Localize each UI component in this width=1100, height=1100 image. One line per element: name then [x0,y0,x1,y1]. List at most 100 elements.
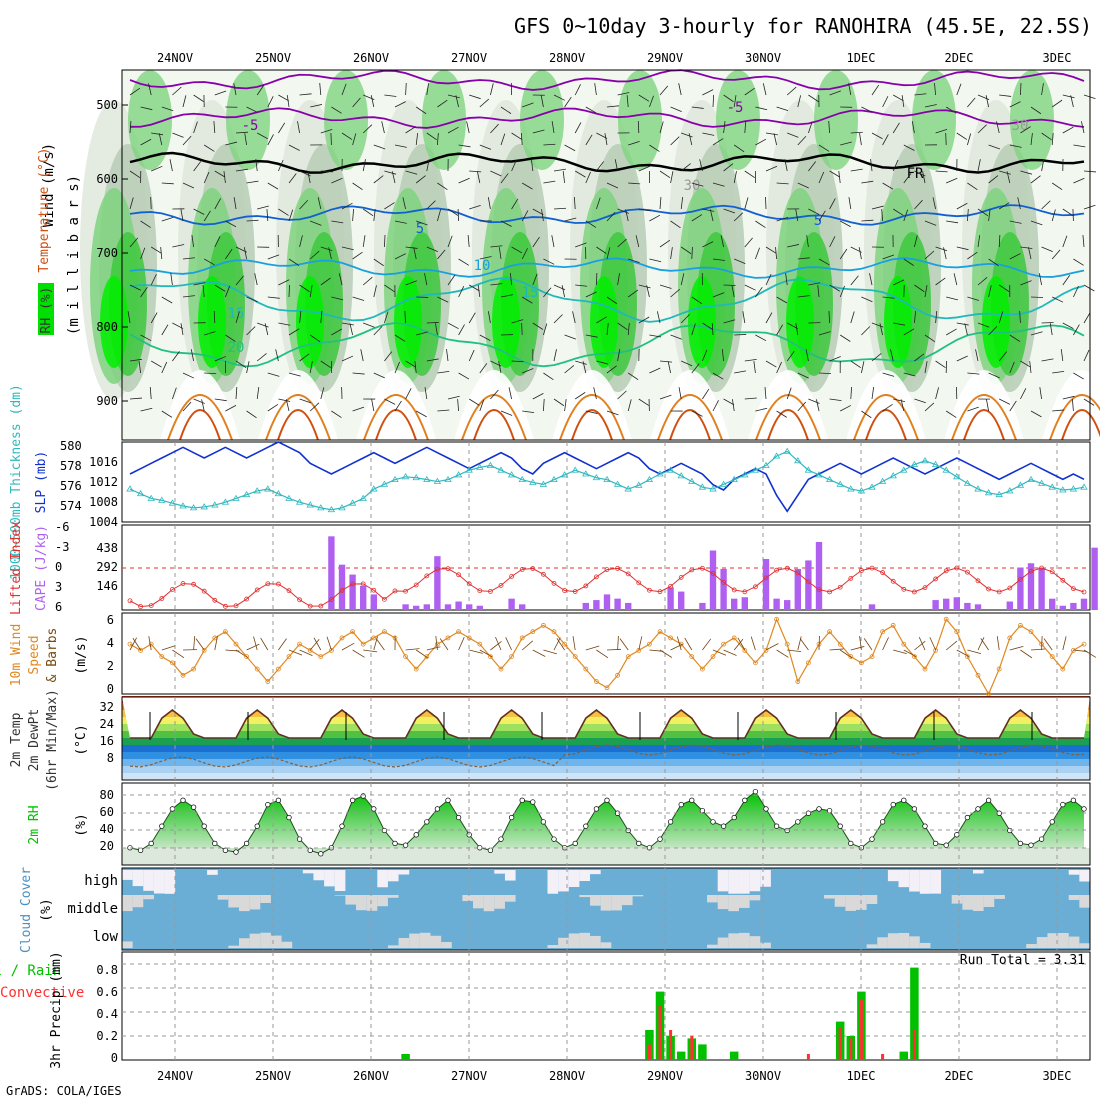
thickness-marker [921,457,929,464]
wind-barb [967,296,979,301]
cloud-low-clear [1047,933,1059,948]
temp-contour-25 [265,394,331,441]
wind-barb [935,277,946,286]
cape-bar [1017,567,1024,610]
wind-barb [659,284,672,289]
wind-barb [553,207,567,210]
wind-barb [946,296,958,301]
rh2m-marker [1060,801,1066,808]
wind-barb [649,95,654,108]
wind-speed-marker [127,641,133,647]
wind-barb [882,182,894,190]
wind-tick: 0 [107,682,114,696]
wind-speed-marker [275,666,281,672]
boundary-dome [748,370,828,440]
wind-barb [394,334,406,342]
thickness-marker [253,487,261,494]
wind-barb [786,387,792,400]
wind-barb [447,322,459,330]
wind-barb [808,94,819,102]
wind-barb [394,253,406,260]
wind-speed-marker [339,635,345,641]
wind-barb [935,360,946,369]
temp-contour-25 [1049,394,1100,441]
cloud-mid-clear [728,895,739,912]
wind-barb [479,363,488,374]
cape-tick: 146 [96,579,118,593]
temp-color-band [122,745,1090,752]
date-label-bottom: 1DEC [847,1069,876,1083]
lifted-index-marker [975,578,981,584]
lifted-index-marker [731,587,737,593]
wind-barb [299,353,310,362]
lifted-index-tick: 0 [55,560,62,574]
wind-speed-marker [837,641,843,647]
thickness-marker [931,460,940,467]
cloud-mid-clear [377,895,388,907]
wind-barb [341,83,347,96]
wind-barb-10m [375,638,385,651]
precip-convective-bar [669,1030,673,1060]
wind-barb [659,197,662,210]
cape-bar [338,564,346,610]
wind-barb [426,246,439,253]
wind-barb [148,83,152,96]
wind-barb-10m [596,649,609,659]
wind-barb-10m [148,636,152,651]
thickness-marker [571,466,579,473]
wind-speed-marker [784,641,790,647]
wind-barb-10m [797,636,802,651]
cloud-low-clear [558,937,569,948]
lifted-index-marker [233,603,239,609]
wind-barb [394,400,402,412]
lifted-index-marker [943,568,949,574]
wind-barb [744,358,757,362]
rh-contour-fill [618,70,662,170]
wind-barb [553,398,565,407]
temp-contour-30 [963,409,1005,441]
boundary-dome [160,370,240,440]
wind-barb [543,258,555,265]
wind-barb [828,310,830,324]
thickness-marker [242,490,251,498]
cape-bar [1038,567,1045,610]
wind-barb [415,175,426,184]
rh2m-marker [869,836,875,842]
wind-barb [977,124,987,134]
wind-barb [1030,220,1043,226]
wind-barb [733,144,745,153]
wind-barb [182,182,195,189]
wind-speed-marker [933,647,938,653]
date-label-bottom: 26NOV [353,1069,389,1083]
rh2m-marker [148,840,154,847]
wind-barb [702,241,714,248]
thickness-marker [1037,479,1046,486]
thickness-marker [677,472,685,479]
wind-barb [256,387,260,400]
wind-barb [341,132,353,140]
rh-contour-fill [814,70,858,170]
wind-barb [543,143,556,146]
wind-barb [193,94,204,102]
wind-barb [288,328,300,336]
wind-barb [755,286,763,298]
lifted-index-marker [1081,589,1087,595]
wind-barb [532,393,544,400]
cloud-mid-clear [345,895,357,905]
lifted-index-marker [445,566,451,572]
wind-barb [214,236,221,248]
wind-barb [511,360,524,363]
wind-barb [225,405,237,412]
wind-barb [477,171,481,184]
boundary-dome [258,370,338,440]
thickness-marker [1059,486,1067,493]
wind-barb [922,171,926,184]
temp-mask [122,697,1090,738]
wind-barb [659,239,671,248]
wind-barb [861,219,874,222]
wind-barb [617,92,630,96]
wind-barb [935,311,938,324]
wind-speed-marker [912,654,917,660]
wind-barb [1030,296,1044,298]
rh2m-marker [371,806,377,812]
